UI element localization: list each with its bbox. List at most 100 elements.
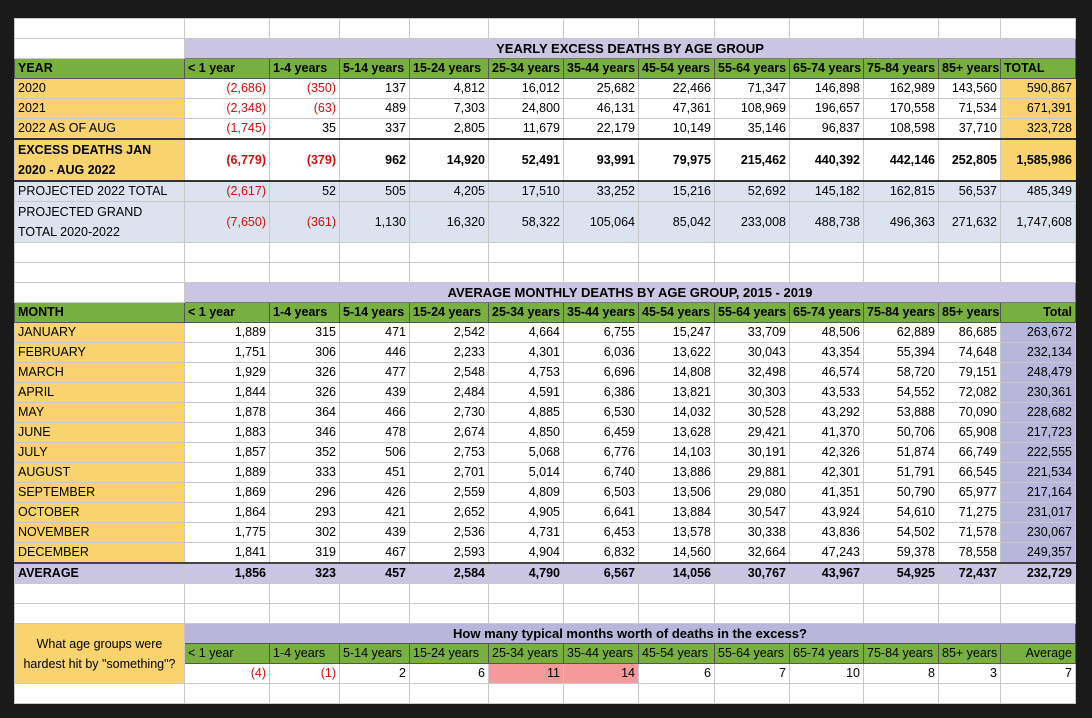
- cell-value: 302: [269, 522, 340, 543]
- cell-value: 221,534: [1000, 462, 1076, 483]
- cell-value: 439: [339, 382, 410, 403]
- cell-value: 6,832: [563, 542, 639, 564]
- cell-value: 72,437: [938, 562, 1001, 584]
- empty-cell: [184, 603, 270, 624]
- empty-cell: [339, 262, 410, 283]
- empty-cell: [714, 583, 790, 604]
- cell-value: 170,558: [863, 98, 939, 119]
- cell-value: 143,560: [938, 78, 1001, 99]
- cell-value: 15,247: [638, 322, 715, 343]
- cell-value: 2,652: [409, 502, 489, 523]
- empty-cell: [863, 583, 939, 604]
- row: JULY 1,857 352 506 2,753 5,068 6,776 14,103 30,1…: [14, 442, 1076, 463]
- cell-value: 4,753: [488, 362, 564, 383]
- cell-value: 162,989: [863, 78, 939, 99]
- cell-value: 2,805: [409, 118, 489, 140]
- cell-value: 146,898: [789, 78, 864, 99]
- empty-cell: [409, 262, 489, 283]
- cell-value: 24,800: [488, 98, 564, 119]
- row-label: DECEMBER: [14, 542, 185, 564]
- cell-value: (2,348): [184, 98, 270, 119]
- row: MARCH 1,929 326 477 2,548 4,753 6,696 14,808 32,…: [14, 362, 1076, 383]
- cell-value: 1,844: [184, 382, 270, 403]
- cell-value: 11,679: [488, 118, 564, 140]
- cell-value: 488,738: [789, 201, 864, 243]
- empty-cell: [638, 603, 715, 624]
- cell-value: 37,710: [938, 118, 1001, 140]
- cell-value: 43,354: [789, 342, 864, 363]
- row: JUNE 1,883 346 478 2,674 4,850 6,459 13,628 29,4…: [14, 422, 1076, 443]
- empty-cell: [563, 583, 639, 604]
- empty-cell: [789, 583, 864, 604]
- cell-value: 14: [563, 663, 639, 684]
- row-label: 2020: [14, 78, 185, 99]
- cell-value: (2,686): [184, 78, 270, 99]
- column-header: 15-24 years: [409, 302, 489, 323]
- cell-value: 54,552: [863, 382, 939, 403]
- cell-value: 231,017: [1000, 502, 1076, 523]
- column-header: 35-44 years: [563, 643, 639, 664]
- cell-value: 5,014: [488, 462, 564, 483]
- cell-value: 6,503: [563, 482, 639, 503]
- row: 2020 (2,686) (350) 137 4,812 16,012 25,682 22,4…: [14, 78, 1076, 99]
- empty-cell: [269, 683, 340, 704]
- cell-value: 962: [339, 138, 410, 182]
- empty-cell: [863, 262, 939, 283]
- cell-value: 14,560: [638, 542, 715, 564]
- empty-cell: [938, 18, 1001, 39]
- cell-value: 13,821: [638, 382, 715, 403]
- empty-cell: [184, 683, 270, 704]
- cell-value: 1,751: [184, 342, 270, 363]
- empty-cell: [14, 583, 185, 604]
- empty-cell: [184, 583, 270, 604]
- cell-value: 30,767: [714, 562, 790, 584]
- cell-value: 4,850: [488, 422, 564, 443]
- cell-value: 323: [269, 562, 340, 584]
- cell-value: 6,386: [563, 382, 639, 403]
- cell-value: 13,506: [638, 482, 715, 503]
- row: AVERAGE 1,856 323 457 2,584 4,790 6,567 14,056 3…: [14, 562, 1076, 584]
- cell-value: 70,090: [938, 402, 1001, 423]
- row-label: FEBRUARY: [14, 342, 185, 363]
- column-header: 85+ years: [938, 58, 1001, 79]
- cell-value: 35: [269, 118, 340, 140]
- row-label: JANUARY: [14, 322, 185, 343]
- cell-value: 14,056: [638, 562, 715, 584]
- cell-value: 52,692: [714, 180, 790, 202]
- empty-cell: [339, 603, 410, 624]
- cell-value: 271,632: [938, 201, 1001, 243]
- empty-cell: [714, 603, 790, 624]
- cell-value: 105,064: [563, 201, 639, 243]
- cell-value: 32,498: [714, 362, 790, 383]
- empty-cell: [14, 18, 185, 39]
- empty-cell: [1000, 18, 1076, 39]
- cell-value: 4,885: [488, 402, 564, 423]
- empty-cell: [563, 603, 639, 624]
- cell-value: 14,103: [638, 442, 715, 463]
- empty-cell: [14, 242, 185, 263]
- cell-value: 440,392: [789, 138, 864, 182]
- row: AUGUST 1,889 333 451 2,701 5,014 6,740 13,886 29…: [14, 462, 1076, 483]
- cell-value: 1,841: [184, 542, 270, 564]
- column-header: < 1 year: [184, 643, 270, 664]
- cell-value: 2,674: [409, 422, 489, 443]
- row: OCTOBER 1,864 293 421 2,652 4,905 6,641 13,884 3…: [14, 502, 1076, 523]
- column-header: 25-34 years: [488, 58, 564, 79]
- cell-value: 248,479: [1000, 362, 1076, 383]
- cell-value: 333: [269, 462, 340, 483]
- row: JANUARY 1,889 315 471 2,542 4,664 6,755 15,247 3…: [14, 322, 1076, 343]
- column-header: 35-44 years: [563, 58, 639, 79]
- cell-value: 48,506: [789, 322, 864, 343]
- row: SEPTEMBER 1,869 296 426 2,559 4,809 6,503 13,50…: [14, 482, 1076, 503]
- cell-value: 33,252: [563, 180, 639, 202]
- cell-value: 2,593: [409, 542, 489, 564]
- cell-value: 74,648: [938, 342, 1001, 363]
- cell-value: 590,867: [1000, 78, 1076, 99]
- row: MONTH < 1 year 1-4 years 5-14 years 15-24 ye…: [14, 302, 1076, 323]
- empty-cell: [14, 603, 185, 624]
- cell-value: 6,453: [563, 522, 639, 543]
- cell-value: 2,753: [409, 442, 489, 463]
- row: [14, 603, 1076, 624]
- row-label: AVERAGE: [14, 562, 185, 584]
